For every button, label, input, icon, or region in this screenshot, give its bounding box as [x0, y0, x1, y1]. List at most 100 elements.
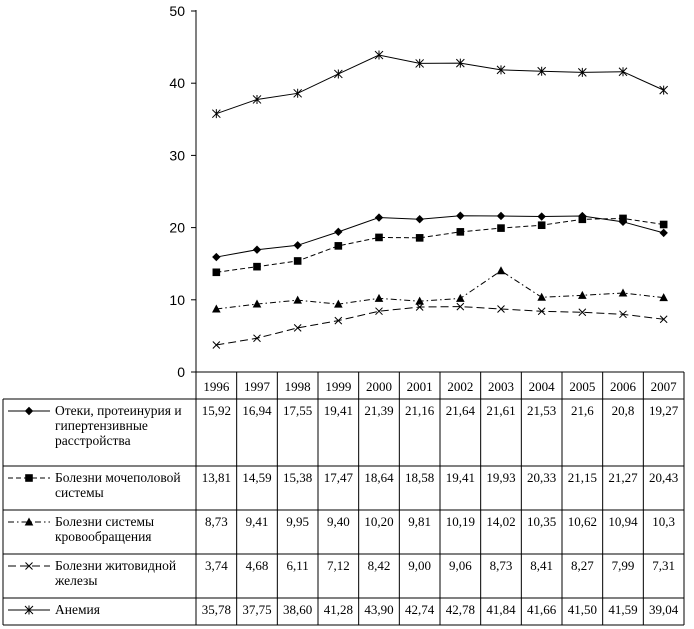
data-point [659, 220, 668, 229]
data-label: 9,81 [408, 514, 431, 529]
data-label: 7,31 [652, 558, 675, 573]
data-point [456, 211, 465, 220]
data-label: 15,92 [202, 403, 231, 418]
x-tick-label: 2005 [569, 379, 595, 394]
data-label: 8,27 [571, 558, 594, 573]
data-label: 6,11 [287, 558, 309, 573]
series-line [216, 54, 664, 115]
x-tick-label: 1996 [203, 379, 230, 394]
data-point [659, 315, 668, 324]
data-label: 41,50 [568, 602, 597, 617]
data-point [374, 213, 384, 222]
data-label: 41,28 [324, 602, 353, 617]
data-label: 16,94 [242, 403, 272, 418]
series-1 [212, 211, 668, 262]
data-point [455, 58, 465, 68]
y-tick-label: 50 [169, 3, 185, 19]
data-label: 15,38 [283, 470, 312, 485]
legend-label: кровообращения [55, 529, 152, 544]
data-point [415, 303, 424, 311]
data-point [659, 228, 668, 238]
data-point [375, 233, 383, 242]
data-label: 41,59 [608, 602, 637, 617]
legend-label: Болезни житовидной [55, 558, 176, 573]
data-label: 9,00 [408, 558, 431, 573]
x-tick-label: 2001 [407, 379, 433, 394]
data-label: 8,73 [490, 558, 513, 573]
data-label: 17,55 [283, 403, 312, 418]
data-point [415, 215, 424, 224]
data-point [212, 304, 221, 313]
data-label: 21,53 [527, 403, 556, 418]
legend-key-1 [8, 406, 50, 416]
data-point [253, 334, 261, 343]
data-point [211, 109, 221, 119]
series-line [216, 217, 664, 273]
legend-key-4 [8, 562, 50, 570]
data-label: 9,06 [449, 558, 472, 573]
data-label: 8,73 [205, 514, 228, 529]
legend-label: гипертензивные [55, 418, 148, 433]
data-label: 9,95 [286, 514, 309, 529]
data-label: 20,8 [612, 403, 635, 418]
data-label: 21,64 [446, 403, 476, 418]
data-label: 18,64 [364, 470, 394, 485]
data-point [212, 341, 221, 349]
data-point [374, 50, 384, 60]
x-tick-label: 2000 [366, 379, 392, 394]
data-point [619, 310, 627, 319]
data-point [496, 266, 506, 275]
data-label: 20,43 [649, 470, 678, 485]
data-point [659, 85, 669, 95]
data-point [537, 221, 546, 230]
data-label: 10,62 [568, 514, 597, 529]
data-point [334, 242, 343, 250]
y-tick-label: 20 [169, 220, 185, 236]
data-point [537, 66, 547, 76]
data-label: 10,19 [446, 514, 475, 529]
data-point [496, 65, 506, 75]
data-point [293, 295, 302, 304]
data-point [334, 316, 343, 325]
data-point [293, 241, 302, 250]
x-tick-label: 2006 [610, 379, 637, 394]
data-point [497, 305, 505, 313]
series-line [216, 215, 664, 258]
data-point [456, 302, 465, 311]
series-4 [212, 302, 668, 349]
series-line [216, 270, 664, 310]
data-label: 7,12 [327, 558, 350, 573]
legend-key-marker [25, 562, 33, 570]
data-point [659, 293, 668, 302]
data-point [456, 293, 465, 302]
data-point [374, 293, 384, 302]
y-tick-label: 0 [177, 364, 185, 380]
series-5 [211, 50, 669, 119]
data-label: 4,68 [246, 558, 269, 573]
data-label: 19,41 [324, 403, 353, 418]
data-label: 10,35 [527, 514, 556, 529]
data-point [537, 292, 546, 301]
data-point [496, 211, 506, 221]
data-label: 41,84 [486, 602, 516, 617]
x-tick-label: 2002 [447, 379, 473, 394]
data-label: 39,04 [649, 602, 679, 617]
data-label: 10,20 [364, 514, 393, 529]
data-point [252, 299, 262, 308]
data-point [537, 212, 546, 221]
data-label: 9,41 [246, 514, 269, 529]
data-label: 19,41 [446, 470, 475, 485]
legend-key-5 [8, 605, 50, 615]
data-label: 41,66 [527, 602, 557, 617]
data-label: 8,42 [368, 558, 391, 573]
data-label: 42,74 [405, 602, 435, 617]
series-3 [212, 266, 668, 313]
y-tick-label: 40 [169, 75, 185, 91]
data-label: 21,6 [571, 403, 594, 418]
data-label: 19,93 [486, 470, 515, 485]
data-label: 21,39 [364, 403, 393, 418]
data-point [334, 227, 343, 237]
x-tick-label: 1999 [325, 379, 351, 394]
data-label: 42,78 [446, 602, 475, 617]
data-point [537, 307, 546, 316]
